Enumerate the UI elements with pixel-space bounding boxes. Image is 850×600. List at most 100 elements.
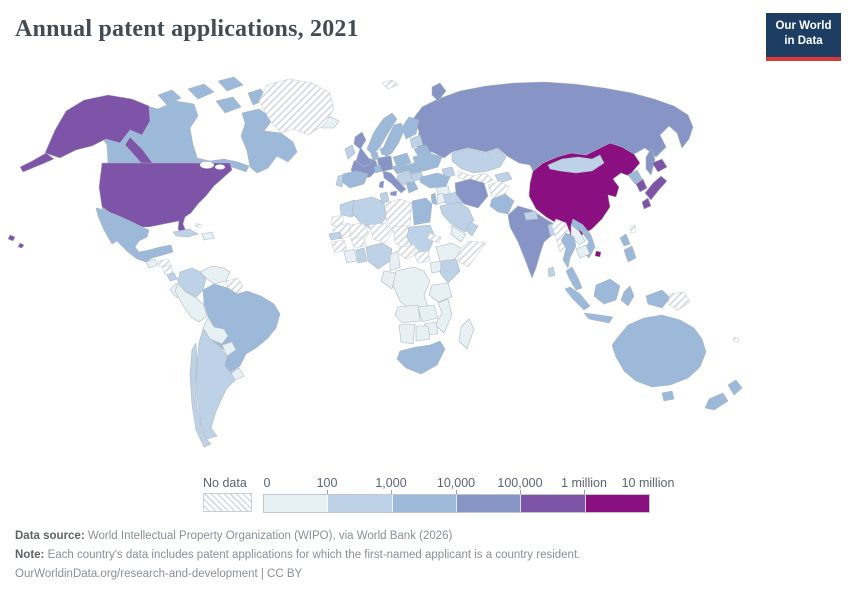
country-finland[interactable] bbox=[401, 116, 420, 140]
country-pakistan[interactable] bbox=[489, 193, 515, 215]
country-netherlands[interactable] bbox=[370, 151, 380, 161]
country-australia-tasmania[interactable] bbox=[661, 390, 675, 402]
country-japan-honshu[interactable] bbox=[644, 175, 668, 201]
legend-segment-2[interactable] bbox=[328, 495, 393, 512]
country-thailand[interactable] bbox=[560, 232, 577, 269]
country-kazakhstan[interactable] bbox=[451, 148, 507, 174]
country-usa-hawaii-1[interactable] bbox=[7, 234, 16, 242]
country-poland[interactable] bbox=[392, 152, 412, 168]
country-canada-arctic-4[interactable] bbox=[215, 96, 242, 114]
country-greenland[interactable] bbox=[258, 78, 335, 136]
country-hispaniola[interactable] bbox=[201, 231, 215, 241]
country-philippines-mindanao[interactable] bbox=[623, 245, 637, 263]
country-indonesia-sumatra[interactable] bbox=[564, 286, 591, 311]
country-russia-sakhalin[interactable] bbox=[645, 148, 656, 176]
country-kenya[interactable] bbox=[439, 258, 461, 284]
country-portugal[interactable] bbox=[335, 174, 344, 188]
country-new-zealand-south[interactable] bbox=[704, 392, 729, 411]
country-tanzania[interactable] bbox=[428, 282, 453, 303]
legend-segment-5[interactable] bbox=[521, 495, 586, 512]
country-north-korea[interactable] bbox=[627, 169, 643, 185]
country-afghanistan[interactable] bbox=[487, 180, 510, 199]
country-cameroon[interactable] bbox=[389, 250, 401, 272]
country-sweden[interactable] bbox=[381, 122, 405, 158]
country-mexico-baja[interactable] bbox=[95, 207, 118, 245]
legend-segment-4[interactable] bbox=[456, 495, 522, 512]
legend-segment-3[interactable] bbox=[392, 495, 457, 512]
country-guyana-suriname[interactable] bbox=[225, 277, 244, 295]
country-guinea[interactable] bbox=[330, 239, 348, 254]
country-cuba[interactable] bbox=[172, 228, 199, 238]
country-yemen[interactable] bbox=[450, 225, 467, 243]
country-china-hainan[interactable] bbox=[594, 250, 602, 258]
country-italy-sardinia[interactable] bbox=[378, 180, 385, 189]
country-botswana[interactable] bbox=[415, 325, 431, 342]
country-ethiopia[interactable] bbox=[435, 242, 463, 264]
country-iran[interactable] bbox=[454, 178, 489, 209]
country-indonesia-java[interactable] bbox=[583, 312, 614, 324]
country-south-korea[interactable] bbox=[635, 178, 648, 193]
country-south-sudan[interactable] bbox=[413, 250, 431, 264]
legend-segment-6[interactable] bbox=[585, 495, 649, 512]
country-switzerland[interactable] bbox=[373, 164, 383, 174]
country-ireland[interactable] bbox=[344, 144, 356, 160]
country-canada-baffin[interactable] bbox=[241, 108, 273, 132]
country-canada-arctic-3[interactable] bbox=[217, 76, 244, 92]
country-denmark[interactable] bbox=[379, 145, 389, 156]
country-niger[interactable] bbox=[368, 222, 394, 244]
country-australia[interactable] bbox=[611, 314, 707, 388]
country-dr-congo[interactable] bbox=[392, 266, 431, 312]
country-costa-rica[interactable] bbox=[166, 272, 178, 282]
country-spain[interactable] bbox=[341, 170, 369, 189]
country-philippines-luzon[interactable] bbox=[619, 233, 631, 247]
country-tunisia[interactable] bbox=[379, 191, 390, 204]
country-oman[interactable] bbox=[465, 221, 479, 237]
country-chad[interactable] bbox=[392, 224, 412, 250]
country-turkey[interactable] bbox=[419, 172, 451, 189]
country-usa-aleutians[interactable] bbox=[19, 152, 55, 173]
legend-no-data[interactable]: No data bbox=[203, 476, 252, 512]
country-argentina[interactable] bbox=[195, 328, 236, 440]
country-guatemala[interactable] bbox=[145, 258, 159, 269]
country-israel[interactable] bbox=[430, 192, 438, 206]
country-somalia[interactable] bbox=[457, 240, 487, 268]
country-taiwan[interactable] bbox=[629, 224, 637, 234]
country-nepal[interactable] bbox=[523, 210, 539, 221]
country-russia-novaya-zemlya[interactable] bbox=[431, 82, 447, 102]
country-senegal[interactable] bbox=[328, 231, 343, 241]
country-laos[interactable] bbox=[570, 224, 586, 246]
country-sri-lanka[interactable] bbox=[547, 266, 556, 278]
country-eritrea[interactable] bbox=[427, 232, 442, 244]
country-united-kingdom[interactable] bbox=[353, 131, 373, 168]
country-japan-hokkaido[interactable] bbox=[651, 158, 668, 173]
country-peru[interactable] bbox=[174, 283, 208, 323]
country-canada-arctic-2[interactable] bbox=[187, 83, 215, 100]
country-bolivia[interactable] bbox=[202, 316, 229, 345]
country-turkmenistan-uzbekistan[interactable] bbox=[457, 170, 494, 186]
country-italy-sicily[interactable] bbox=[389, 190, 398, 197]
country-mexico[interactable] bbox=[101, 206, 174, 263]
country-bahamas[interactable] bbox=[194, 222, 203, 229]
country-cambodia[interactable] bbox=[575, 244, 591, 259]
country-venezuela[interactable] bbox=[199, 265, 231, 285]
country-new-zealand-north[interactable] bbox=[727, 379, 743, 396]
country-russia[interactable] bbox=[412, 81, 694, 172]
country-mozambique[interactable] bbox=[434, 298, 453, 334]
country-usa-alaska[interactable] bbox=[44, 94, 151, 159]
attribution-link[interactable]: OurWorldinData.org/research-and-developm… bbox=[15, 568, 303, 580]
country-indonesia-sulawesi[interactable] bbox=[620, 285, 635, 307]
country-greece[interactable] bbox=[405, 180, 419, 194]
country-central-african-republic[interactable] bbox=[397, 244, 421, 260]
country-kyrgyzstan-tajikistan[interactable] bbox=[494, 171, 513, 184]
country-gabon-congo[interactable] bbox=[380, 270, 397, 290]
country-balkans[interactable] bbox=[396, 170, 414, 186]
country-belarus[interactable] bbox=[413, 144, 432, 157]
country-zambia[interactable] bbox=[417, 304, 439, 323]
country-libya[interactable] bbox=[385, 198, 413, 234]
country-svalbard[interactable] bbox=[381, 79, 399, 90]
country-burkina-faso[interactable] bbox=[350, 236, 367, 249]
country-paraguay[interactable] bbox=[221, 341, 237, 357]
country-mongolia[interactable] bbox=[547, 154, 605, 174]
country-nigeria[interactable] bbox=[365, 242, 393, 270]
country-namibia[interactable] bbox=[398, 323, 416, 345]
